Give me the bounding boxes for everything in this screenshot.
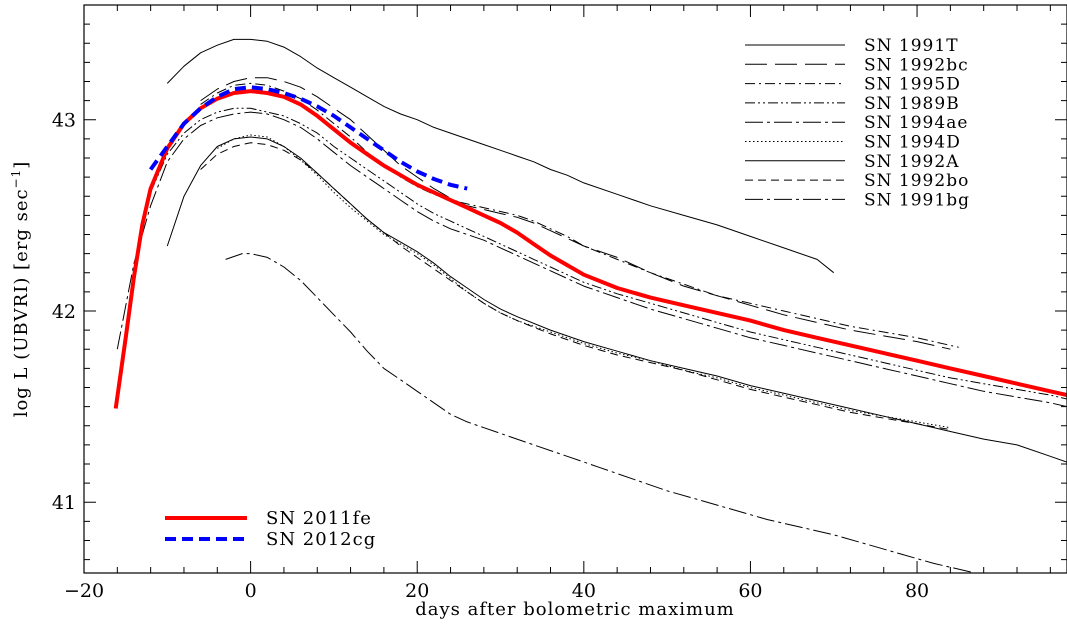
series-line-sn-1992a	[166, 136, 1067, 463]
y-tick-label: 43	[52, 110, 76, 132]
plot-lines	[113, 38, 1067, 573]
series-line-sn-1995d	[200, 82, 959, 348]
series-line-sn-1994d	[217, 134, 951, 429]
y-axis-label-main: log L (UBVRI) [erg sec	[11, 188, 32, 417]
y-tick-label: 41	[52, 492, 76, 514]
series-line-sn-1992bo	[200, 142, 951, 431]
axis-tick-labels: −20 0 20 40 60 80 41 42 43	[52, 110, 929, 602]
x-tick-label: 60	[738, 580, 762, 602]
series-line-sn-1991t	[166, 38, 835, 274]
x-tick-label: −20	[64, 580, 104, 602]
legend-label-sn-1992bc: SN 1992bc	[864, 55, 969, 75]
x-tick-label: 40	[572, 580, 596, 602]
legend-label-sn-1994d: SN 1994D	[864, 133, 961, 153]
series-line-sn-2012cg	[148, 85, 468, 191]
legend-label-sn-2011fe: SN 2011fe	[266, 508, 372, 529]
legend-label-sn-1994ae: SN 1994ae	[864, 113, 968, 133]
x-tick-label: 0	[245, 580, 257, 602]
legend-label-sn-1989b: SN 1989B	[864, 94, 960, 114]
x-tick-label: 80	[905, 580, 929, 602]
legend-label-sn-1992bo: SN 1992bo	[864, 171, 969, 191]
series-line-sn-1992bc	[200, 77, 951, 350]
legend-label-sn-1992a: SN 1992A	[864, 152, 959, 172]
legend-label-sn-2012cg: SN 2012cg	[266, 529, 376, 550]
x-axis-label: days after bolometric maximum	[415, 599, 735, 620]
y-tick-label: 42	[52, 301, 76, 323]
axis-ticks	[83, 4, 1067, 573]
y-axis-label-close: ]	[11, 161, 32, 169]
legend-label-sn-1991bg: SN 1991bg	[864, 190, 970, 210]
y-axis-label: log L (UBVRI) [erg sec−1]	[9, 161, 32, 418]
series-line-sn-1989b	[150, 107, 1067, 400]
legend-label-sn-1991t: SN 1991T	[864, 36, 959, 56]
y-axis-label-sup: −1	[9, 169, 23, 189]
legend-label-sn-1995d: SN 1995D	[864, 75, 961, 95]
x-tick-label: 20	[405, 580, 429, 602]
plot-frame	[83, 4, 1067, 574]
series-line-sn-1994ae	[116, 111, 1067, 408]
series-line-sn-1991bg	[225, 253, 978, 573]
